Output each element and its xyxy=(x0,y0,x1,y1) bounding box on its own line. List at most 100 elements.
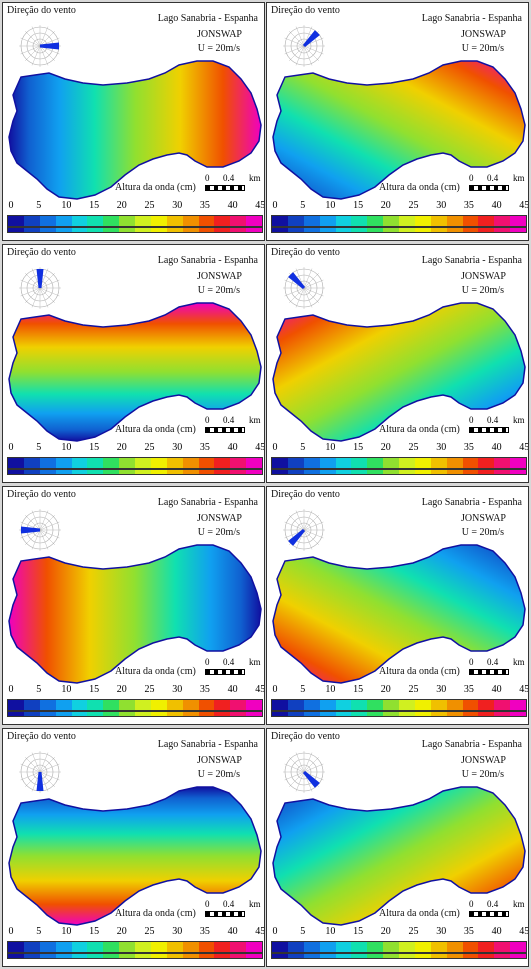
scale-value: 0.4 xyxy=(487,899,499,909)
colorbar-swatch xyxy=(383,216,399,226)
colorbar-swatch xyxy=(198,954,215,958)
colorbar xyxy=(271,457,527,469)
colorbar-tick: 30 xyxy=(436,442,447,453)
colorbar-swatch xyxy=(319,216,336,226)
colorbar-swatch xyxy=(135,954,151,958)
wind-direction-title: Direção do vento xyxy=(7,5,76,16)
colorbar-swatch xyxy=(39,458,56,468)
colorbar-tick: 5 xyxy=(36,926,42,937)
colorbar-swatch xyxy=(135,942,151,952)
colorbar-swatch xyxy=(55,458,72,468)
colorbar-tick: 25 xyxy=(144,442,155,453)
lake-label: Lago Sanabria - Espanha xyxy=(157,255,258,266)
wind-direction-arrow xyxy=(21,526,40,534)
colorbar-swatch xyxy=(55,954,72,958)
colorbar-swatch xyxy=(119,470,135,474)
colorbar-swatch xyxy=(478,712,495,716)
colorbar-swatch xyxy=(494,700,511,710)
colorbar-ticks: 0 5 10 15 20 25 30 35 40 45 xyxy=(3,442,265,454)
colorbar-swatch xyxy=(71,712,88,716)
colorbar-swatch xyxy=(399,954,415,958)
colorbar-swatch xyxy=(214,228,231,232)
scale-zero: 0 xyxy=(469,173,474,183)
scale-ruler xyxy=(469,911,509,917)
colorbar-swatch xyxy=(287,458,304,468)
colorbar-swatch xyxy=(39,470,56,474)
colorbar-swatch xyxy=(303,700,320,710)
colorbar-swatch xyxy=(446,954,463,958)
colorbar-lower xyxy=(271,953,527,959)
colorbar-swatch xyxy=(399,712,415,716)
colorbar-tick: 15 xyxy=(353,926,364,937)
colorbar-tick: 0 xyxy=(272,200,278,211)
colorbar-swatch xyxy=(272,470,288,474)
scale-ruler xyxy=(205,185,245,191)
colorbar-swatch xyxy=(446,216,463,226)
colorbar xyxy=(7,941,263,953)
colorbar-swatch xyxy=(230,458,247,468)
colorbar-swatch xyxy=(303,954,320,958)
scale-value: 0.4 xyxy=(223,657,235,667)
colorbar-swatch xyxy=(303,228,320,232)
colorbar-swatch xyxy=(414,712,431,716)
lake-map xyxy=(272,544,526,684)
colorbar-swatch xyxy=(182,228,199,232)
colorbar-swatch xyxy=(71,470,88,474)
colorbar-swatch xyxy=(8,458,24,468)
colorbar-swatch xyxy=(399,228,415,232)
colorbar-swatch xyxy=(23,942,40,952)
colorbar-tick: 40 xyxy=(227,442,238,453)
colorbar-swatch xyxy=(230,954,247,958)
colorbar-swatch xyxy=(383,700,399,710)
colorbar-tick: 10 xyxy=(325,442,336,453)
colorbar-swatch xyxy=(335,700,352,710)
colorbar-swatch xyxy=(462,470,479,474)
colorbar-swatch xyxy=(367,942,384,952)
colorbar-swatch xyxy=(430,228,447,232)
colorbar-tick: 0 xyxy=(8,200,14,211)
colorbar-swatch xyxy=(198,470,215,474)
colorbar-ticks: 0 5 10 15 20 25 30 35 40 45 xyxy=(3,926,265,938)
colorbar-swatch xyxy=(335,712,352,716)
colorbar-swatch xyxy=(87,470,104,474)
scale-bar: 0 0.4 km xyxy=(465,173,525,195)
colorbar-swatch xyxy=(246,458,262,468)
lake-label: Lago Sanabria - Espanha xyxy=(421,13,522,24)
scale-value: 0.4 xyxy=(223,173,235,183)
colorbar-tick: 25 xyxy=(144,926,155,937)
colorbar-swatch xyxy=(510,470,526,474)
colorbar-swatch xyxy=(462,228,479,232)
colorbar-swatch xyxy=(351,700,368,710)
colorbar-swatch xyxy=(367,712,384,716)
colorbar-swatch xyxy=(367,458,384,468)
colorbar-swatch xyxy=(335,470,352,474)
colorbar-swatch xyxy=(150,228,167,232)
lake-surface xyxy=(272,60,526,200)
colorbar-swatch xyxy=(214,216,231,226)
colorbar-swatch xyxy=(414,470,431,474)
wave-height-label: Altura da onda (cm) xyxy=(115,182,196,193)
colorbar-tick: 40 xyxy=(491,684,502,695)
colorbar-tick: 35 xyxy=(463,684,474,695)
colorbar-swatch xyxy=(39,228,56,232)
lake-map xyxy=(272,786,526,926)
colorbar-swatch xyxy=(351,216,368,226)
colorbar-swatch xyxy=(272,942,288,952)
colorbar-tick: 45 xyxy=(519,200,529,211)
colorbar-swatch xyxy=(87,228,104,232)
colorbar-swatch xyxy=(446,712,463,716)
colorbar-swatch xyxy=(319,228,336,232)
spectrum-label: JONSWAP xyxy=(196,513,242,524)
lake-surface xyxy=(8,60,262,200)
colorbar-tick: 15 xyxy=(89,442,100,453)
colorbar-swatch xyxy=(119,942,135,952)
colorbar-swatch xyxy=(87,216,104,226)
colorbar-swatch xyxy=(414,700,431,710)
colorbar-tick: 35 xyxy=(463,926,474,937)
colorbar-swatch xyxy=(230,700,247,710)
colorbar-swatch xyxy=(367,700,384,710)
colorbar-swatch xyxy=(87,954,104,958)
colorbar xyxy=(271,941,527,953)
scale-value: 0.4 xyxy=(487,173,499,183)
colorbar-swatch xyxy=(166,470,183,474)
